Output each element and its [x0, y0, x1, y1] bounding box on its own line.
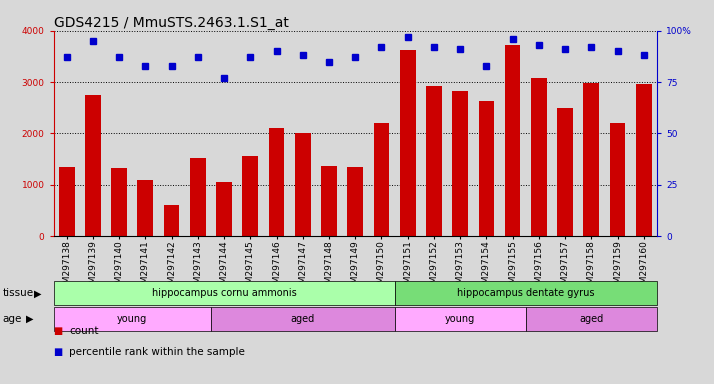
Text: age: age	[3, 314, 22, 324]
Text: tissue: tissue	[3, 288, 34, 298]
Text: hippocampus cornu ammonis: hippocampus cornu ammonis	[151, 288, 296, 298]
Bar	[54, 307, 211, 331]
Bar	[452, 91, 468, 236]
Bar	[216, 182, 232, 236]
Text: young: young	[117, 314, 147, 324]
Bar	[426, 86, 442, 236]
Bar	[400, 50, 416, 236]
Text: aged: aged	[579, 314, 603, 324]
Text: hippocampus dentate gyrus: hippocampus dentate gyrus	[457, 288, 595, 298]
Bar	[373, 123, 389, 236]
Text: young: young	[445, 314, 476, 324]
Bar	[190, 158, 206, 236]
Bar	[59, 167, 74, 236]
Bar	[243, 156, 258, 236]
Bar	[211, 307, 395, 331]
Bar	[505, 45, 521, 236]
Bar	[321, 166, 337, 236]
Bar	[395, 281, 657, 305]
Text: aged: aged	[291, 314, 315, 324]
Text: percentile rank within the sample: percentile rank within the sample	[69, 347, 245, 357]
Bar	[526, 307, 657, 331]
Text: ▶: ▶	[34, 288, 42, 298]
Bar	[164, 205, 179, 236]
Text: ■: ■	[54, 347, 63, 357]
Bar	[347, 167, 363, 236]
Bar	[395, 307, 526, 331]
Bar	[583, 83, 599, 236]
Text: ▶: ▶	[26, 314, 34, 324]
Bar	[85, 95, 101, 236]
Bar	[531, 78, 547, 236]
Text: GDS4215 / MmuSTS.2463.1.S1_at: GDS4215 / MmuSTS.2463.1.S1_at	[54, 16, 288, 30]
Bar	[610, 123, 625, 236]
Bar	[478, 101, 494, 236]
Bar	[54, 281, 395, 305]
Bar	[268, 128, 284, 236]
Bar	[295, 134, 311, 236]
Bar	[557, 108, 573, 236]
Bar	[111, 168, 127, 236]
Text: ■: ■	[54, 326, 63, 336]
Text: count: count	[69, 326, 99, 336]
Bar	[636, 84, 652, 236]
Bar	[138, 180, 154, 236]
